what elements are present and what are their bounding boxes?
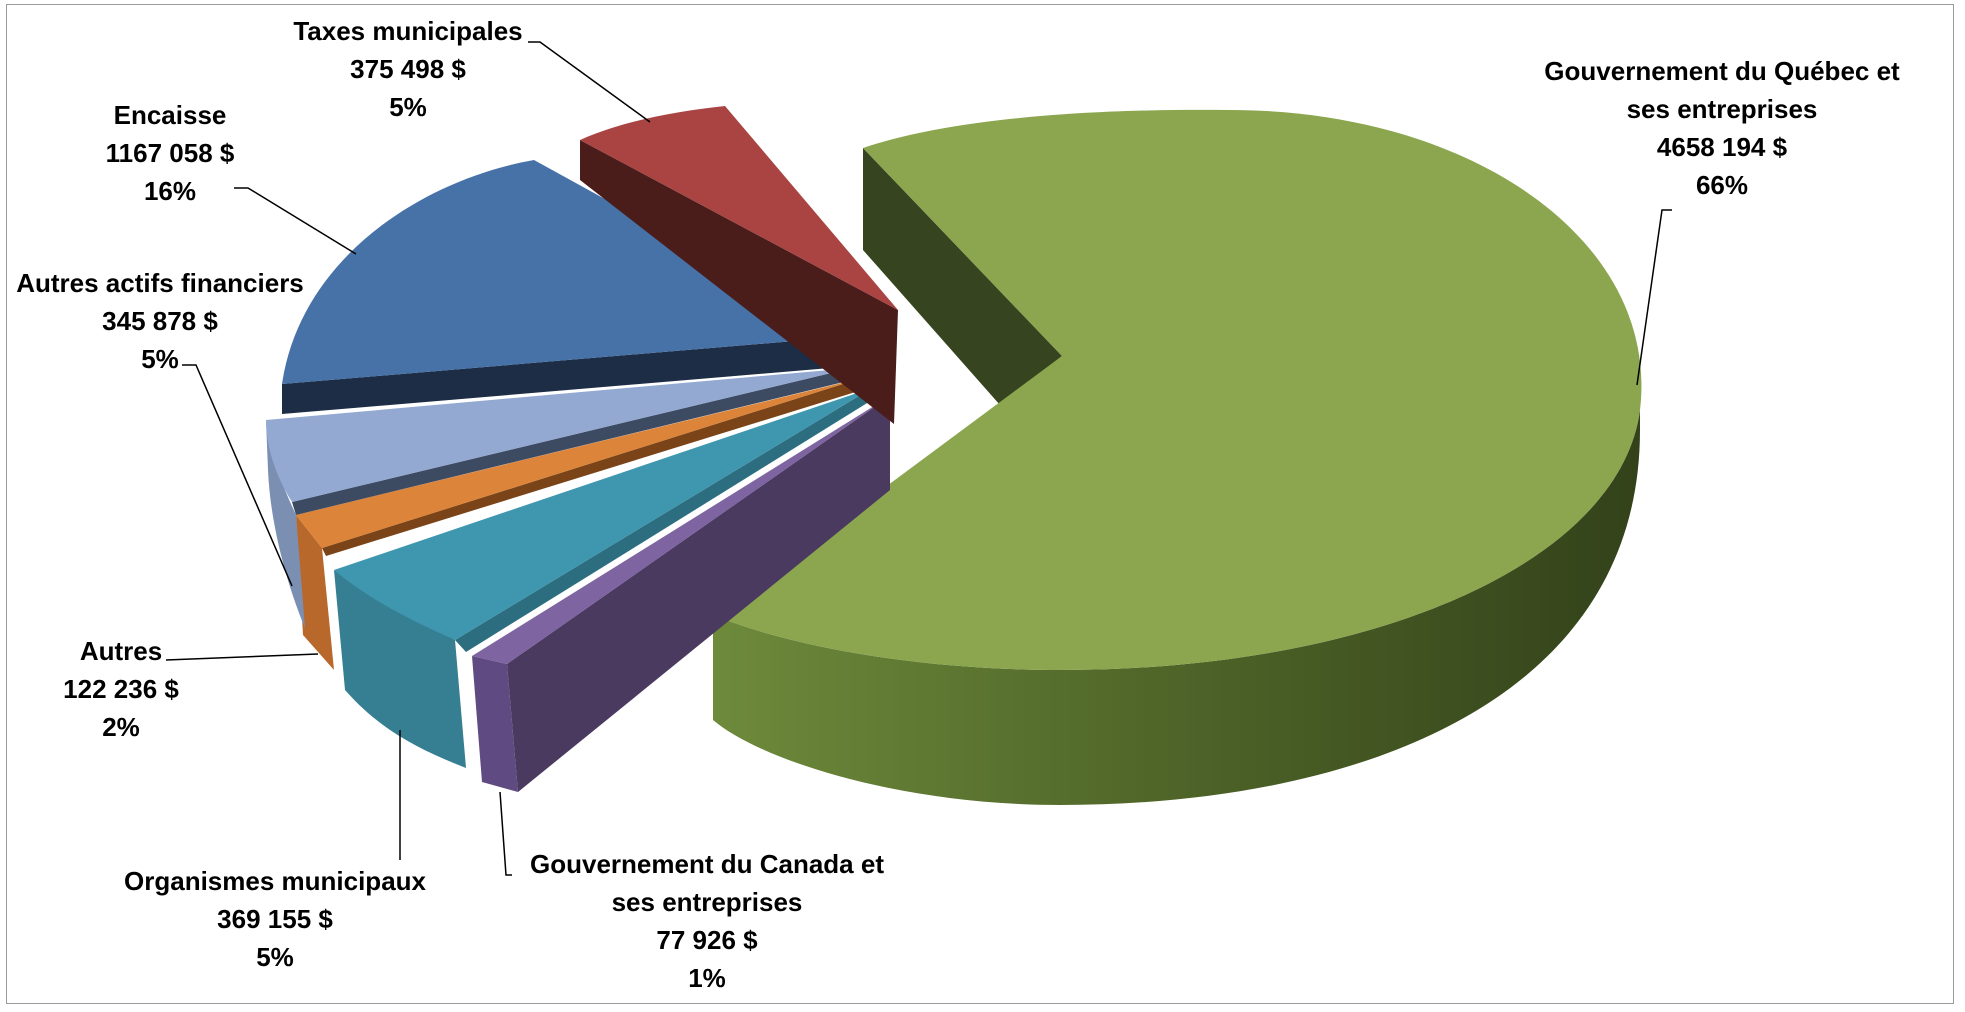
- percent-text: 5%: [124, 938, 426, 976]
- value-text: 1167 058 $: [106, 134, 235, 172]
- percent-text: 2%: [63, 708, 179, 746]
- data-label-autres-actifs: Autres actifs financiers 345 878 $ 5%: [16, 264, 304, 378]
- value-text: 122 236 $: [63, 670, 179, 708]
- data-label-autres: Autres 122 236 $ 2%: [63, 632, 179, 746]
- value-text: 77 926 $: [530, 921, 884, 959]
- data-label-canada: Gouvernement du Canada et ses entreprise…: [530, 845, 884, 997]
- label-line: Autres: [63, 632, 179, 670]
- percent-text: 16%: [106, 172, 235, 210]
- label-line: Encaisse: [106, 96, 235, 134]
- percent-text: 5%: [293, 88, 522, 126]
- label-line: Autres actifs financiers: [16, 264, 304, 302]
- leader-line-autres: [166, 654, 318, 660]
- label-line: Gouvernement du Québec et: [1544, 52, 1899, 90]
- data-label-organismes: Organismes municipaux 369 155 $ 5%: [124, 862, 426, 976]
- label-line: Taxes municipales: [293, 12, 522, 50]
- value-text: 4658 194 $: [1544, 128, 1899, 166]
- percent-text: 66%: [1544, 166, 1899, 204]
- value-text: 345 878 $: [16, 302, 304, 340]
- leader-line-canada: [500, 792, 512, 875]
- label-line: ses entreprises: [530, 883, 884, 921]
- leader-line-quebec: [1637, 210, 1672, 385]
- leader-line-encaisse: [234, 188, 356, 254]
- data-label-taxes: Taxes municipales 375 498 $ 5%: [293, 12, 522, 126]
- leader-line-taxes: [528, 42, 650, 122]
- label-line: ses entreprises: [1544, 90, 1899, 128]
- data-label-encaisse: Encaisse 1167 058 $ 16%: [106, 96, 235, 210]
- data-label-quebec: Gouvernement du Québec et ses entreprise…: [1544, 52, 1899, 204]
- value-text: 375 498 $: [293, 50, 522, 88]
- label-line: Gouvernement du Canada et: [530, 845, 884, 883]
- percent-text: 5%: [16, 340, 304, 378]
- label-line: Organismes municipaux: [124, 862, 426, 900]
- percent-text: 1%: [530, 959, 884, 997]
- value-text: 369 155 $: [124, 900, 426, 938]
